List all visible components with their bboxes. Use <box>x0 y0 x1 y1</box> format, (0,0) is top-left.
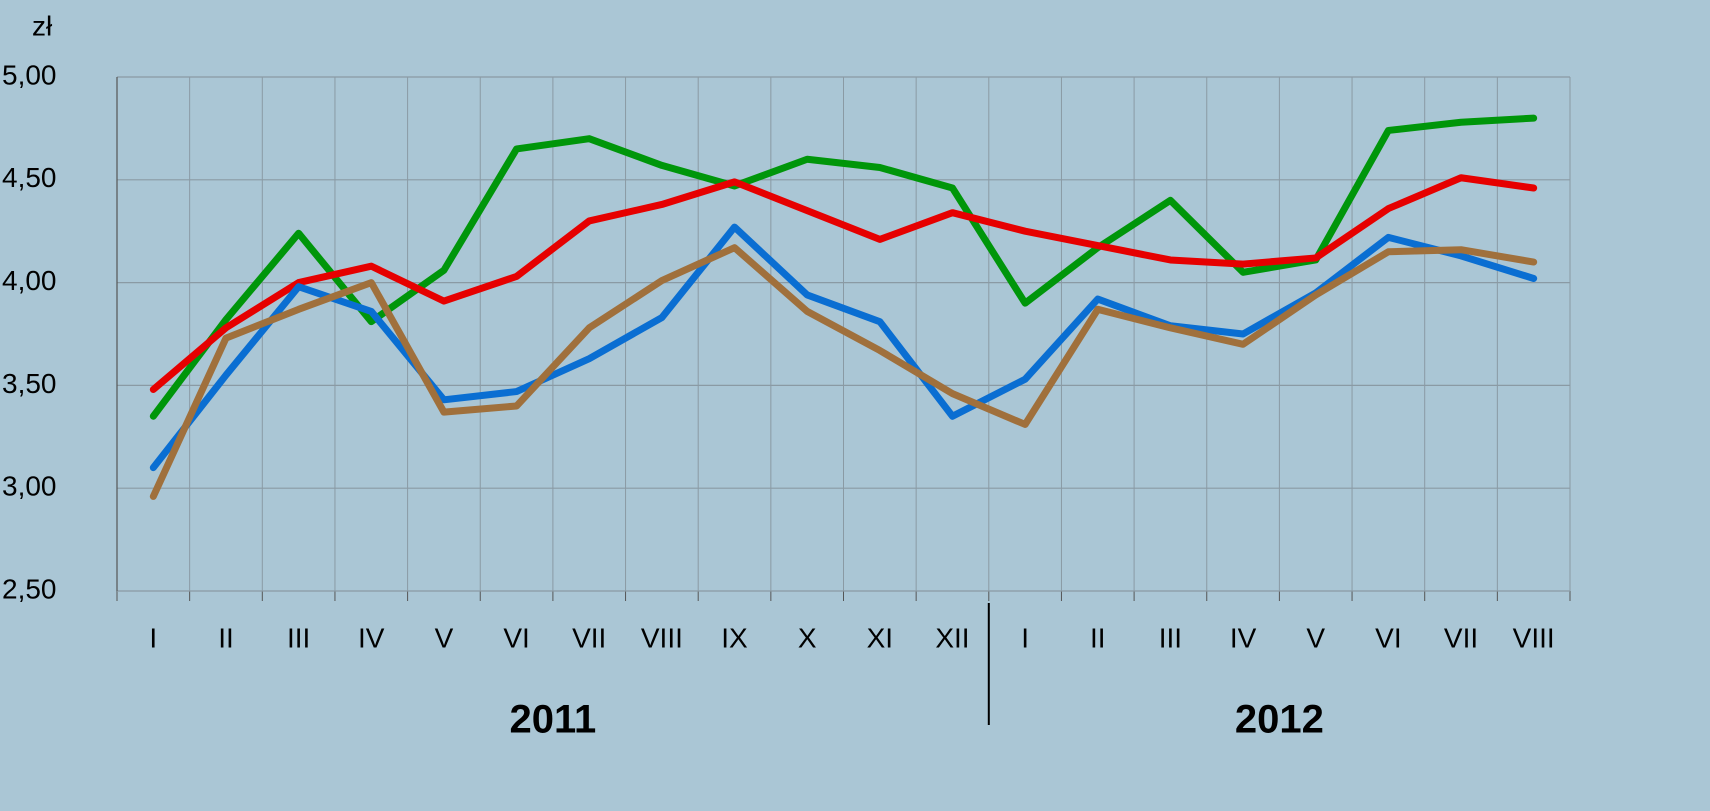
x-tick-label: VI <box>503 622 529 653</box>
x-tick-label: II <box>1090 622 1106 653</box>
y-tick-label: 2,50 <box>2 573 57 604</box>
year-label: 2011 <box>510 698 597 742</box>
x-tick-label: XI <box>867 622 893 653</box>
x-tick-label: IV <box>1230 622 1257 653</box>
series-line <box>149 174 1538 394</box>
y-axis-unit: zł <box>32 10 53 41</box>
x-tick-label: VII <box>1444 622 1478 653</box>
x-tick-label: V <box>1306 622 1325 653</box>
x-tick-label: I <box>149 622 157 653</box>
y-tick-label: 4,00 <box>2 265 57 296</box>
x-tick-label: III <box>287 622 310 653</box>
y-tick-label: 5,00 <box>2 59 57 90</box>
x-tick-label: VI <box>1375 622 1401 653</box>
x-tick-label: I <box>1021 622 1029 653</box>
x-tick-label: IV <box>358 622 385 653</box>
y-tick-label: 3,50 <box>2 368 57 399</box>
x-tick-label: II <box>218 622 234 653</box>
y-tick-label: 3,00 <box>2 471 57 502</box>
x-tick-label: VII <box>572 622 606 653</box>
x-tick-label: VIII <box>1513 622 1555 653</box>
x-tick-label: VIII <box>641 622 683 653</box>
x-tick-label: III <box>1159 622 1182 653</box>
year-label: 2012 <box>1235 698 1324 742</box>
x-tick-label: IX <box>721 622 748 653</box>
x-tick-label: X <box>798 622 817 653</box>
series-line <box>149 244 1538 500</box>
x-tick-label: XII <box>935 622 969 653</box>
x-tick-label: V <box>435 622 454 653</box>
y-tick-label: 4,50 <box>2 162 57 193</box>
